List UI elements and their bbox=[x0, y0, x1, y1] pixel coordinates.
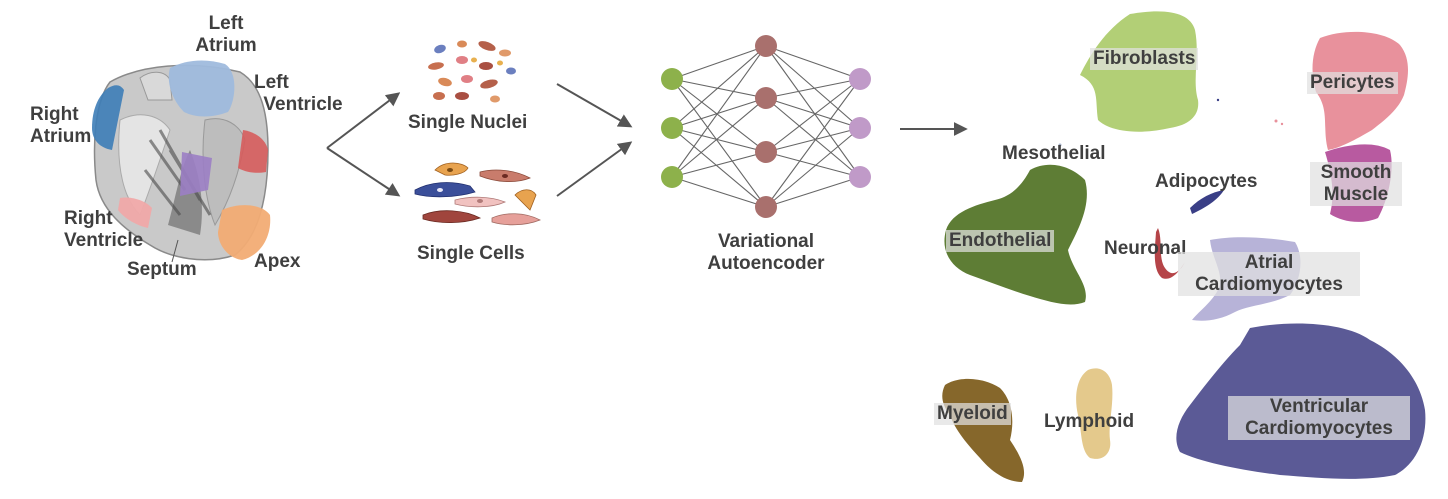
label-smooth-muscle-line2: Muscle bbox=[1323, 184, 1389, 205]
nn-hidden-node bbox=[755, 196, 777, 218]
left-atrium-region bbox=[168, 60, 235, 117]
right-ventricle-region bbox=[118, 197, 152, 228]
label-left-atrium-line1: Left bbox=[208, 13, 244, 34]
nn-edge bbox=[765, 45, 861, 129]
label-mesothelial: Mesothelial bbox=[1002, 143, 1106, 164]
nn-edge bbox=[765, 97, 861, 178]
heart-illustration bbox=[92, 60, 271, 263]
branch-arrows bbox=[326, 83, 968, 197]
nn-edge bbox=[765, 78, 861, 208]
label-model: Variational Autoencoder bbox=[690, 231, 842, 275]
nn-output-node bbox=[849, 117, 871, 139]
right-atrium-region bbox=[92, 85, 124, 150]
label-right-atrium: Right Atrium bbox=[30, 104, 110, 148]
label-right-ventricle-line2: Ventricle bbox=[64, 230, 144, 251]
label-atrial-line2: Cardiomyocytes bbox=[1195, 274, 1343, 295]
nn-edge bbox=[765, 151, 861, 178]
nn-edge bbox=[671, 78, 767, 99]
nn-edge bbox=[765, 176, 861, 208]
single-cells-illustration bbox=[414, 162, 541, 226]
label-fibroblasts: Fibroblasts bbox=[1090, 48, 1199, 70]
nn-edge bbox=[671, 127, 767, 153]
cluster-fibroblasts bbox=[1080, 11, 1199, 132]
cluster-adipocytes bbox=[1190, 190, 1224, 214]
nn-edge bbox=[671, 97, 767, 129]
label-model-line1: Variational bbox=[717, 231, 815, 252]
label-lymphoid: Lymphoid bbox=[1044, 411, 1135, 432]
label-smooth-muscle-line1: Smooth bbox=[1320, 162, 1392, 183]
nn-edge bbox=[765, 78, 861, 99]
nn-input-node bbox=[661, 68, 683, 90]
nn-edge bbox=[671, 45, 767, 178]
label-right-atrium-line2: Atrium bbox=[30, 126, 92, 147]
label-ventricular-cardiomyocytes: Ventricular Cardiomyocytes bbox=[1228, 396, 1410, 440]
nn-hidden-node bbox=[755, 35, 777, 57]
nn-edge bbox=[765, 78, 861, 153]
label-right-ventricle: Right Ventricle bbox=[64, 208, 164, 252]
nn-output-node bbox=[849, 166, 871, 188]
neural-network bbox=[661, 35, 871, 218]
septum-region bbox=[180, 152, 212, 196]
label-left-atrium: Left Atrium bbox=[188, 13, 264, 57]
label-ventricular-line2: Cardiomyocytes bbox=[1245, 418, 1393, 439]
nn-edge bbox=[765, 127, 861, 153]
label-apex: Apex bbox=[254, 251, 301, 272]
label-adipocytes: Adipocytes bbox=[1155, 171, 1258, 192]
nn-edge bbox=[671, 78, 767, 153]
label-smooth-muscle: Smooth Muscle bbox=[1310, 162, 1402, 206]
label-ventricular-line1: Ventricular bbox=[1269, 396, 1369, 417]
nn-edge bbox=[671, 45, 767, 80]
nn-edge bbox=[671, 97, 767, 178]
nn-edge bbox=[765, 45, 861, 178]
nn-edge bbox=[671, 45, 767, 129]
label-left-ventricle: Left Ventricle bbox=[254, 72, 352, 116]
label-single-cells: Single Cells bbox=[417, 243, 525, 264]
label-right-atrium-line1: Right bbox=[30, 104, 79, 125]
cluster-lymphoid bbox=[1076, 368, 1113, 459]
label-atrial-line1: Atrial bbox=[1244, 252, 1294, 273]
nn-input-node bbox=[661, 117, 683, 139]
label-left-ventricle-line2: Ventricle bbox=[263, 94, 343, 115]
apex-region bbox=[218, 205, 271, 260]
nn-output-node bbox=[849, 68, 871, 90]
label-pericytes: Pericytes bbox=[1307, 72, 1398, 94]
label-myeloid: Myeloid bbox=[934, 403, 1011, 425]
cluster-neuronal bbox=[1154, 228, 1185, 279]
label-endothelial: Endothelial bbox=[946, 230, 1055, 252]
nn-edge bbox=[765, 127, 861, 208]
label-neuronal: Neuronal bbox=[1104, 238, 1187, 259]
nn-input-node bbox=[661, 166, 683, 188]
nn-edge bbox=[671, 78, 767, 208]
nn-hidden-node bbox=[755, 87, 777, 109]
nn-edge bbox=[765, 97, 861, 129]
label-right-ventricle-line1: Right bbox=[64, 208, 113, 229]
nn-edge bbox=[671, 176, 767, 208]
label-atrial-cardiomyocytes: Atrial Cardiomyocytes bbox=[1178, 252, 1360, 296]
nn-edge bbox=[671, 127, 767, 208]
nn-edge bbox=[765, 45, 861, 80]
nn-hidden-node bbox=[755, 141, 777, 163]
label-left-atrium-line2: Atrium bbox=[195, 35, 257, 56]
label-septum: Septum bbox=[127, 259, 197, 280]
single-nuclei-illustration bbox=[428, 40, 516, 103]
nn-edge bbox=[671, 151, 767, 178]
label-model-line2: Autoencoder bbox=[707, 253, 825, 274]
left-ventricle-region bbox=[238, 130, 268, 173]
label-left-ventricle-line1: Left bbox=[254, 72, 289, 93]
label-single-nuclei: Single Nuclei bbox=[408, 112, 528, 133]
